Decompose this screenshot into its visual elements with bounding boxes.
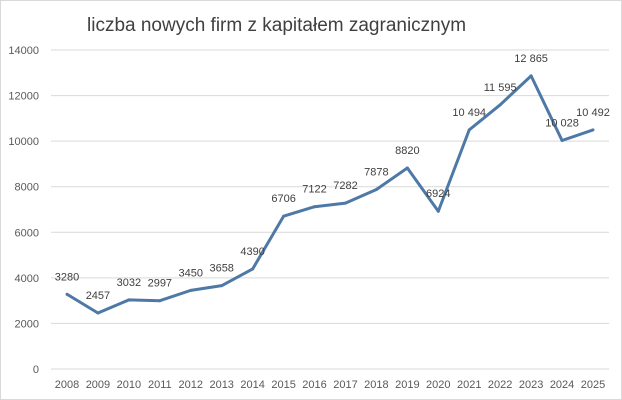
data-label: 3450 <box>179 267 203 279</box>
y-tick-label: 12000 <box>8 91 39 103</box>
data-point <box>529 74 533 78</box>
data-label: 12 865 <box>514 53 548 65</box>
y-tick-label: 2000 <box>15 318 39 330</box>
data-label: 10 494 <box>452 107 486 119</box>
data-point <box>65 292 69 296</box>
data-point <box>220 284 224 288</box>
x-tick-label: 2020 <box>426 379 450 391</box>
x-tick-label: 2018 <box>364 379 388 391</box>
data-point <box>405 166 409 170</box>
data-label: 3280 <box>55 271 79 283</box>
chart-title: liczba nowych firm z kapitałem zagranicz… <box>87 15 467 36</box>
y-tick-label: 10000 <box>8 136 39 148</box>
data-label: 3032 <box>117 277 141 289</box>
data-label: 7878 <box>364 166 388 178</box>
x-tick-label: 2017 <box>333 379 357 391</box>
data-point <box>560 139 564 143</box>
x-tick-label: 2014 <box>240 379 264 391</box>
data-label: 7122 <box>302 184 326 196</box>
data-point <box>251 267 255 271</box>
data-point <box>189 288 193 292</box>
x-tick-label: 2015 <box>271 379 295 391</box>
data-label: 6706 <box>271 193 295 205</box>
data-point <box>591 128 595 132</box>
y-tick-label: 8000 <box>15 182 39 194</box>
y-tick-label: 4000 <box>15 273 39 285</box>
data-label: 2997 <box>148 278 172 290</box>
x-tick-label: 2019 <box>395 379 419 391</box>
data-label: 10 028 <box>545 118 579 130</box>
data-label: 7282 <box>333 180 357 192</box>
x-tick-label: 2008 <box>55 379 79 391</box>
data-label: 11 595 <box>484 82 517 94</box>
data-point <box>96 311 100 315</box>
y-tick-label: 6000 <box>15 227 39 239</box>
x-tick-label: 2022 <box>488 379 512 391</box>
x-tick-label: 2024 <box>550 379 574 391</box>
data-label: 10 492 <box>576 107 610 119</box>
x-tick-label: 2010 <box>117 379 141 391</box>
data-point <box>436 209 440 213</box>
data-label: 4390 <box>240 246 264 258</box>
x-tick-label: 2013 <box>209 379 233 391</box>
data-point <box>282 214 286 218</box>
x-tick-label: 2016 <box>302 379 326 391</box>
data-label: 8820 <box>395 145 419 157</box>
y-tick-label: 14000 <box>8 45 39 57</box>
data-point <box>467 128 471 132</box>
x-tick-label: 2011 <box>148 379 172 391</box>
data-point <box>498 103 502 107</box>
x-tick-label: 2021 <box>457 379 481 391</box>
data-point <box>158 299 162 303</box>
data-label: 6924 <box>426 188 450 200</box>
data-point <box>313 205 317 209</box>
data-point <box>343 201 347 205</box>
data-line <box>66 74 594 315</box>
data-label: 3658 <box>209 263 233 275</box>
y-tick-label: 0 <box>33 364 39 376</box>
data-point <box>127 298 131 302</box>
x-tick-label: 2012 <box>179 379 203 391</box>
x-tick-label: 2025 <box>581 379 605 391</box>
x-tick-label: 2023 <box>519 379 543 391</box>
data-label: 2457 <box>86 290 110 302</box>
x-tick-label: 2009 <box>86 379 110 391</box>
data-point <box>374 187 378 191</box>
